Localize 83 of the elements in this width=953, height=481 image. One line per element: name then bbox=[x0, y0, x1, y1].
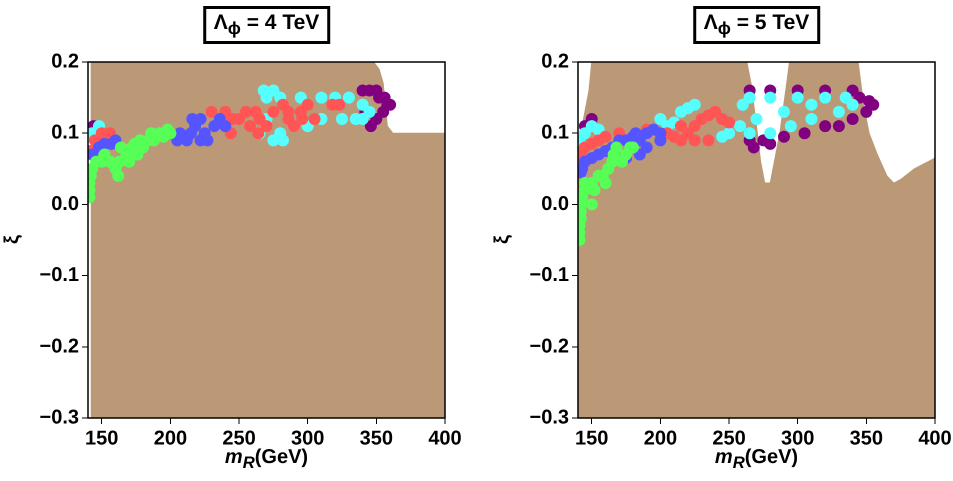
point bbox=[688, 120, 701, 132]
y-tick-label: 0.0 bbox=[51, 192, 79, 215]
point bbox=[377, 106, 390, 118]
point bbox=[688, 134, 701, 146]
point bbox=[302, 98, 314, 111]
point bbox=[634, 148, 646, 161]
point bbox=[610, 141, 622, 154]
y-tick-label: 0.1 bbox=[541, 122, 569, 144]
point bbox=[364, 120, 377, 132]
point bbox=[123, 156, 136, 168]
y-tick-label: −0.1 bbox=[40, 264, 79, 286]
point bbox=[254, 112, 266, 125]
point bbox=[267, 106, 280, 118]
point bbox=[276, 134, 289, 146]
x-tick-label: 350 bbox=[850, 428, 884, 450]
y-tick-label: −0.3 bbox=[40, 406, 79, 429]
point bbox=[260, 120, 272, 132]
y-tick-label: 0.2 bbox=[51, 50, 79, 73]
point bbox=[674, 120, 687, 132]
point bbox=[778, 106, 790, 118]
point bbox=[819, 120, 832, 132]
point bbox=[336, 112, 348, 125]
point bbox=[832, 120, 845, 132]
point bbox=[846, 98, 859, 111]
y-tick-label: −0.2 bbox=[530, 335, 569, 358]
point bbox=[308, 112, 321, 125]
x-tick-label: 150 bbox=[85, 428, 118, 450]
point bbox=[599, 177, 612, 190]
point bbox=[764, 92, 776, 104]
x-tick-label: 350 bbox=[360, 428, 394, 450]
point bbox=[723, 116, 736, 129]
point bbox=[819, 92, 832, 104]
point bbox=[640, 141, 653, 154]
point bbox=[744, 92, 756, 104]
point bbox=[654, 112, 666, 125]
point bbox=[832, 106, 845, 118]
point bbox=[792, 92, 804, 104]
x-tick-label: 200 bbox=[644, 428, 678, 450]
x-tick-label: 400 bbox=[918, 428, 952, 450]
y-tick-label: −0.1 bbox=[530, 264, 569, 286]
x-tick-label: 400 bbox=[428, 428, 462, 450]
point bbox=[750, 112, 762, 125]
y-axis-title: ξ bbox=[0, 235, 24, 244]
point bbox=[363, 106, 376, 118]
y-tick-label: −0.3 bbox=[530, 406, 569, 429]
chart-title: Λ$_{ϕ}$ = 5 TeV bbox=[692, 6, 820, 44]
point bbox=[356, 98, 369, 111]
y-tick-label: 0.1 bbox=[51, 122, 79, 144]
point bbox=[578, 127, 591, 140]
point bbox=[112, 170, 124, 182]
point bbox=[784, 120, 797, 132]
point bbox=[599, 130, 612, 143]
point bbox=[846, 112, 859, 125]
point bbox=[798, 127, 811, 140]
point bbox=[586, 198, 598, 210]
point bbox=[860, 106, 872, 118]
point bbox=[748, 141, 760, 154]
point bbox=[674, 134, 687, 146]
point bbox=[764, 138, 776, 150]
point bbox=[840, 92, 852, 104]
chart-title: Λ$_{ϕ}$ = 4 TeV bbox=[202, 6, 330, 44]
point bbox=[342, 92, 355, 104]
x-tick-label: 200 bbox=[154, 428, 188, 450]
y-tick-label: 0.0 bbox=[541, 192, 569, 215]
point bbox=[206, 106, 218, 118]
x-tick-label: 150 bbox=[575, 428, 608, 450]
point bbox=[734, 120, 746, 132]
y-tick-label: −0.2 bbox=[40, 335, 79, 358]
point bbox=[805, 112, 818, 125]
point bbox=[805, 98, 818, 111]
y-axis-title: ξ bbox=[490, 235, 514, 244]
y-tick-label: 0.2 bbox=[541, 50, 569, 73]
point bbox=[244, 120, 256, 132]
point bbox=[688, 98, 701, 111]
point bbox=[778, 130, 790, 143]
point bbox=[744, 127, 756, 140]
point bbox=[723, 127, 736, 140]
point bbox=[709, 106, 722, 118]
point bbox=[294, 92, 307, 104]
point bbox=[764, 127, 776, 140]
point bbox=[315, 92, 328, 104]
point bbox=[219, 120, 232, 132]
point bbox=[702, 134, 714, 146]
